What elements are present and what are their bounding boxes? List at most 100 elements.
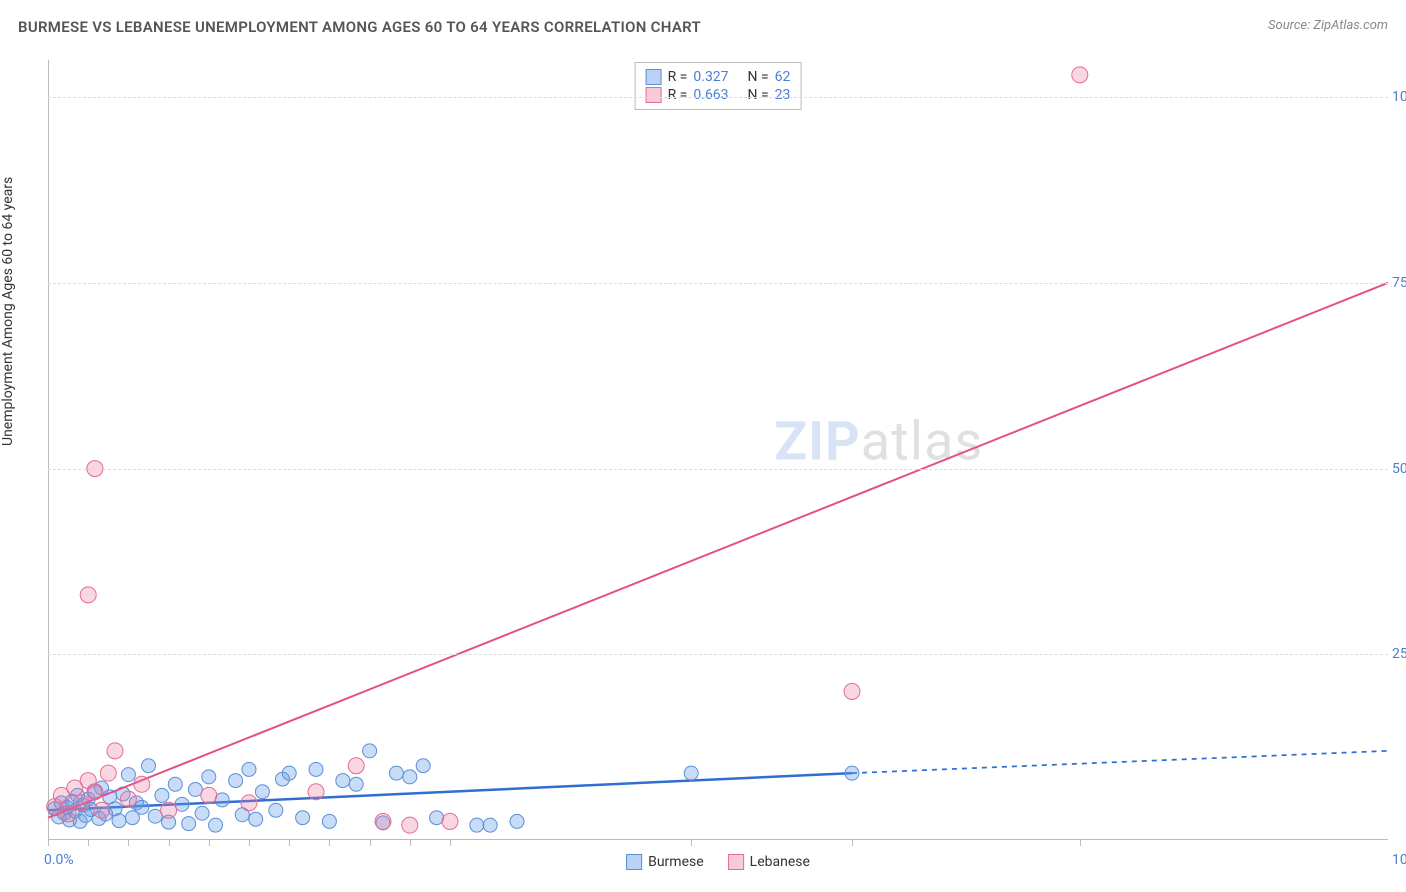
data-point bbox=[195, 806, 209, 820]
data-point bbox=[229, 774, 243, 788]
scatter-plot: ZIPatlas R =0.327 N =62R =0.663 N =23 0.… bbox=[48, 60, 1388, 840]
data-point bbox=[309, 762, 323, 776]
data-point bbox=[336, 774, 350, 788]
data-point bbox=[242, 762, 256, 776]
legend-swatch-icon bbox=[626, 854, 642, 870]
gridline bbox=[48, 283, 1388, 284]
legend-swatch-icon bbox=[646, 87, 662, 103]
data-point bbox=[201, 787, 217, 803]
data-point bbox=[322, 814, 336, 828]
data-point bbox=[389, 766, 403, 780]
data-point bbox=[1072, 67, 1088, 83]
data-point bbox=[363, 744, 377, 758]
x-tick bbox=[370, 840, 371, 846]
y-tick-label: 50.0% bbox=[1392, 461, 1406, 477]
data-point bbox=[442, 813, 458, 829]
x-tick bbox=[249, 840, 250, 846]
x-tick bbox=[88, 840, 89, 846]
data-point bbox=[175, 797, 189, 811]
data-point bbox=[510, 814, 524, 828]
legend-swatch-icon bbox=[728, 854, 744, 870]
data-point bbox=[402, 817, 418, 833]
correlation-legend: R = 0.327 N = 62 R = 0.663 N = 23 bbox=[635, 62, 802, 110]
data-point bbox=[241, 795, 257, 811]
legend-r-label: R = bbox=[668, 87, 688, 103]
data-point bbox=[161, 802, 177, 818]
legend-row: R =0.327 N =62 bbox=[646, 69, 791, 85]
data-point bbox=[87, 784, 103, 800]
y-tick-label: 75.0% bbox=[1392, 275, 1406, 291]
data-point bbox=[134, 776, 150, 792]
data-point bbox=[844, 683, 860, 699]
x-tick bbox=[169, 840, 170, 846]
data-point bbox=[182, 817, 196, 831]
legend-n-value: 62 bbox=[775, 69, 791, 85]
legend-n-label: N = bbox=[748, 87, 769, 103]
x-tick bbox=[289, 840, 290, 846]
data-point bbox=[296, 811, 310, 825]
trend-line bbox=[48, 283, 1388, 818]
x-tick bbox=[691, 840, 692, 846]
data-point bbox=[483, 818, 497, 832]
y-axis-label: Unemployment Among Ages 60 to 64 years bbox=[0, 177, 16, 446]
legend-n-value: 23 bbox=[775, 87, 791, 103]
legend-swatch-icon bbox=[646, 69, 662, 85]
legend-row: R = 0.663 N = 23 bbox=[646, 87, 791, 103]
legend-r-value: 0.327 bbox=[693, 69, 728, 85]
data-point bbox=[188, 782, 202, 796]
data-point bbox=[308, 784, 324, 800]
data-point bbox=[100, 765, 116, 781]
data-point bbox=[215, 793, 229, 807]
x-tick bbox=[852, 840, 853, 846]
series-legend-item: Lebanese bbox=[728, 854, 810, 870]
gridline bbox=[48, 97, 1388, 98]
data-point bbox=[416, 759, 430, 773]
data-point bbox=[94, 802, 110, 818]
data-point bbox=[470, 818, 484, 832]
x-tick bbox=[128, 840, 129, 846]
x-tick bbox=[209, 840, 210, 846]
data-point bbox=[375, 813, 391, 829]
data-point bbox=[112, 814, 126, 828]
gridline bbox=[48, 654, 1388, 655]
data-point bbox=[135, 800, 149, 814]
series-legend-label: Lebanese bbox=[750, 854, 810, 870]
data-point bbox=[430, 811, 444, 825]
data-point bbox=[684, 766, 698, 780]
data-point bbox=[142, 759, 156, 773]
data-point bbox=[282, 766, 296, 780]
data-point bbox=[107, 743, 123, 759]
chart-title: BURMESE VS LEBANESE UNEMPLOYMENT AMONG A… bbox=[18, 18, 701, 36]
data-point bbox=[121, 768, 135, 782]
series-legend-item: Burmese bbox=[626, 854, 704, 870]
data-point bbox=[348, 758, 364, 774]
x-tick-label-min: 0.0% bbox=[44, 852, 74, 868]
legend-r-value: 0.663 bbox=[693, 87, 728, 103]
data-point bbox=[349, 777, 363, 791]
y-tick-label: 25.0% bbox=[1392, 646, 1406, 662]
data-point bbox=[120, 791, 136, 807]
x-tick bbox=[450, 840, 451, 846]
trend-line-extrapolated bbox=[852, 751, 1388, 773]
data-point bbox=[269, 803, 283, 817]
data-point bbox=[148, 809, 162, 823]
x-tick bbox=[48, 840, 49, 846]
y-tick-label: 100.0% bbox=[1392, 89, 1406, 105]
data-point bbox=[255, 785, 269, 799]
data-point bbox=[845, 766, 859, 780]
legend-r-label: R = bbox=[668, 69, 688, 85]
data-point bbox=[80, 587, 96, 603]
x-tick bbox=[329, 840, 330, 846]
data-point bbox=[202, 770, 216, 784]
data-point bbox=[74, 795, 90, 811]
data-point bbox=[209, 818, 223, 832]
data-point bbox=[168, 777, 182, 791]
data-point bbox=[60, 806, 76, 822]
gridline bbox=[48, 469, 1388, 470]
source-label: Source: ZipAtlas.com bbox=[1268, 18, 1388, 33]
chart-canvas bbox=[48, 60, 1388, 840]
x-tick-label-max: 100.0% bbox=[1392, 852, 1406, 868]
series-legend: Burmese Lebanese bbox=[626, 854, 810, 870]
data-point bbox=[249, 812, 263, 826]
x-tick bbox=[410, 840, 411, 846]
